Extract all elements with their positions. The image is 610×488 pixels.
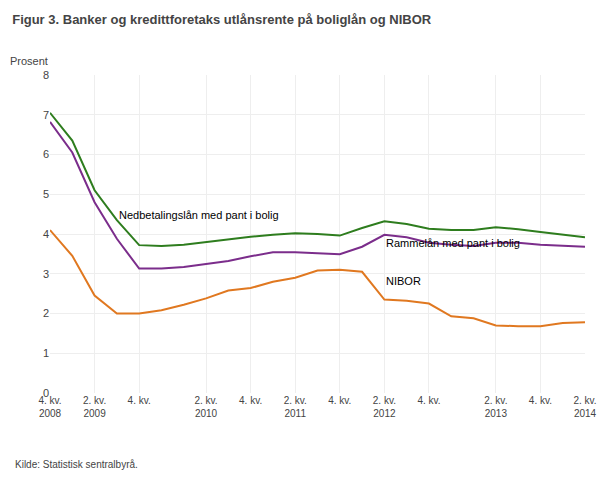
svg-text:2. kv.2011: 2. kv.2011 <box>284 395 307 419</box>
svg-text:Prosent: Prosent <box>10 55 48 67</box>
svg-text:4. kv.: 4. kv. <box>529 395 552 406</box>
svg-text:3: 3 <box>43 268 49 280</box>
svg-text:Nedbetalingslån med pant i bol: Nedbetalingslån med pant i bolig <box>119 209 279 221</box>
svg-text:2. kv.2010: 2. kv.2010 <box>194 395 217 419</box>
svg-text:2. kv.2014: 2. kv.2014 <box>573 395 596 419</box>
svg-text:Figur 3. Banker og kredittfore: Figur 3. Banker og kredittforetaks utlån… <box>12 12 432 27</box>
svg-text:Kilde: Statistisk sentralbyrå.: Kilde: Statistisk sentralbyrå. <box>15 459 138 470</box>
svg-text:8: 8 <box>43 69 49 81</box>
svg-text:NIBOR: NIBOR <box>386 275 421 287</box>
svg-text:4. kv.: 4. kv. <box>328 395 351 406</box>
svg-text:4. kv.: 4. kv. <box>239 395 262 406</box>
svg-text:5: 5 <box>43 188 49 200</box>
svg-text:4. kv.: 4. kv. <box>128 395 151 406</box>
svg-text:7: 7 <box>43 109 49 121</box>
svg-text:4. kv.: 4. kv. <box>417 395 440 406</box>
svg-text:Rammelån med pant i bolig: Rammelån med pant i bolig <box>386 237 520 249</box>
svg-text:2. kv.2009: 2. kv.2009 <box>83 395 106 419</box>
svg-text:4. kv.2008: 4. kv.2008 <box>38 395 61 419</box>
svg-text:6: 6 <box>43 148 49 160</box>
svg-text:4: 4 <box>43 228 49 240</box>
svg-text:2: 2 <box>43 307 49 319</box>
svg-text:2. kv.2013: 2. kv.2013 <box>484 395 507 419</box>
svg-text:0: 0 <box>43 387 49 399</box>
svg-text:1: 1 <box>43 347 49 359</box>
svg-text:2. kv.2012: 2. kv.2012 <box>373 395 396 419</box>
